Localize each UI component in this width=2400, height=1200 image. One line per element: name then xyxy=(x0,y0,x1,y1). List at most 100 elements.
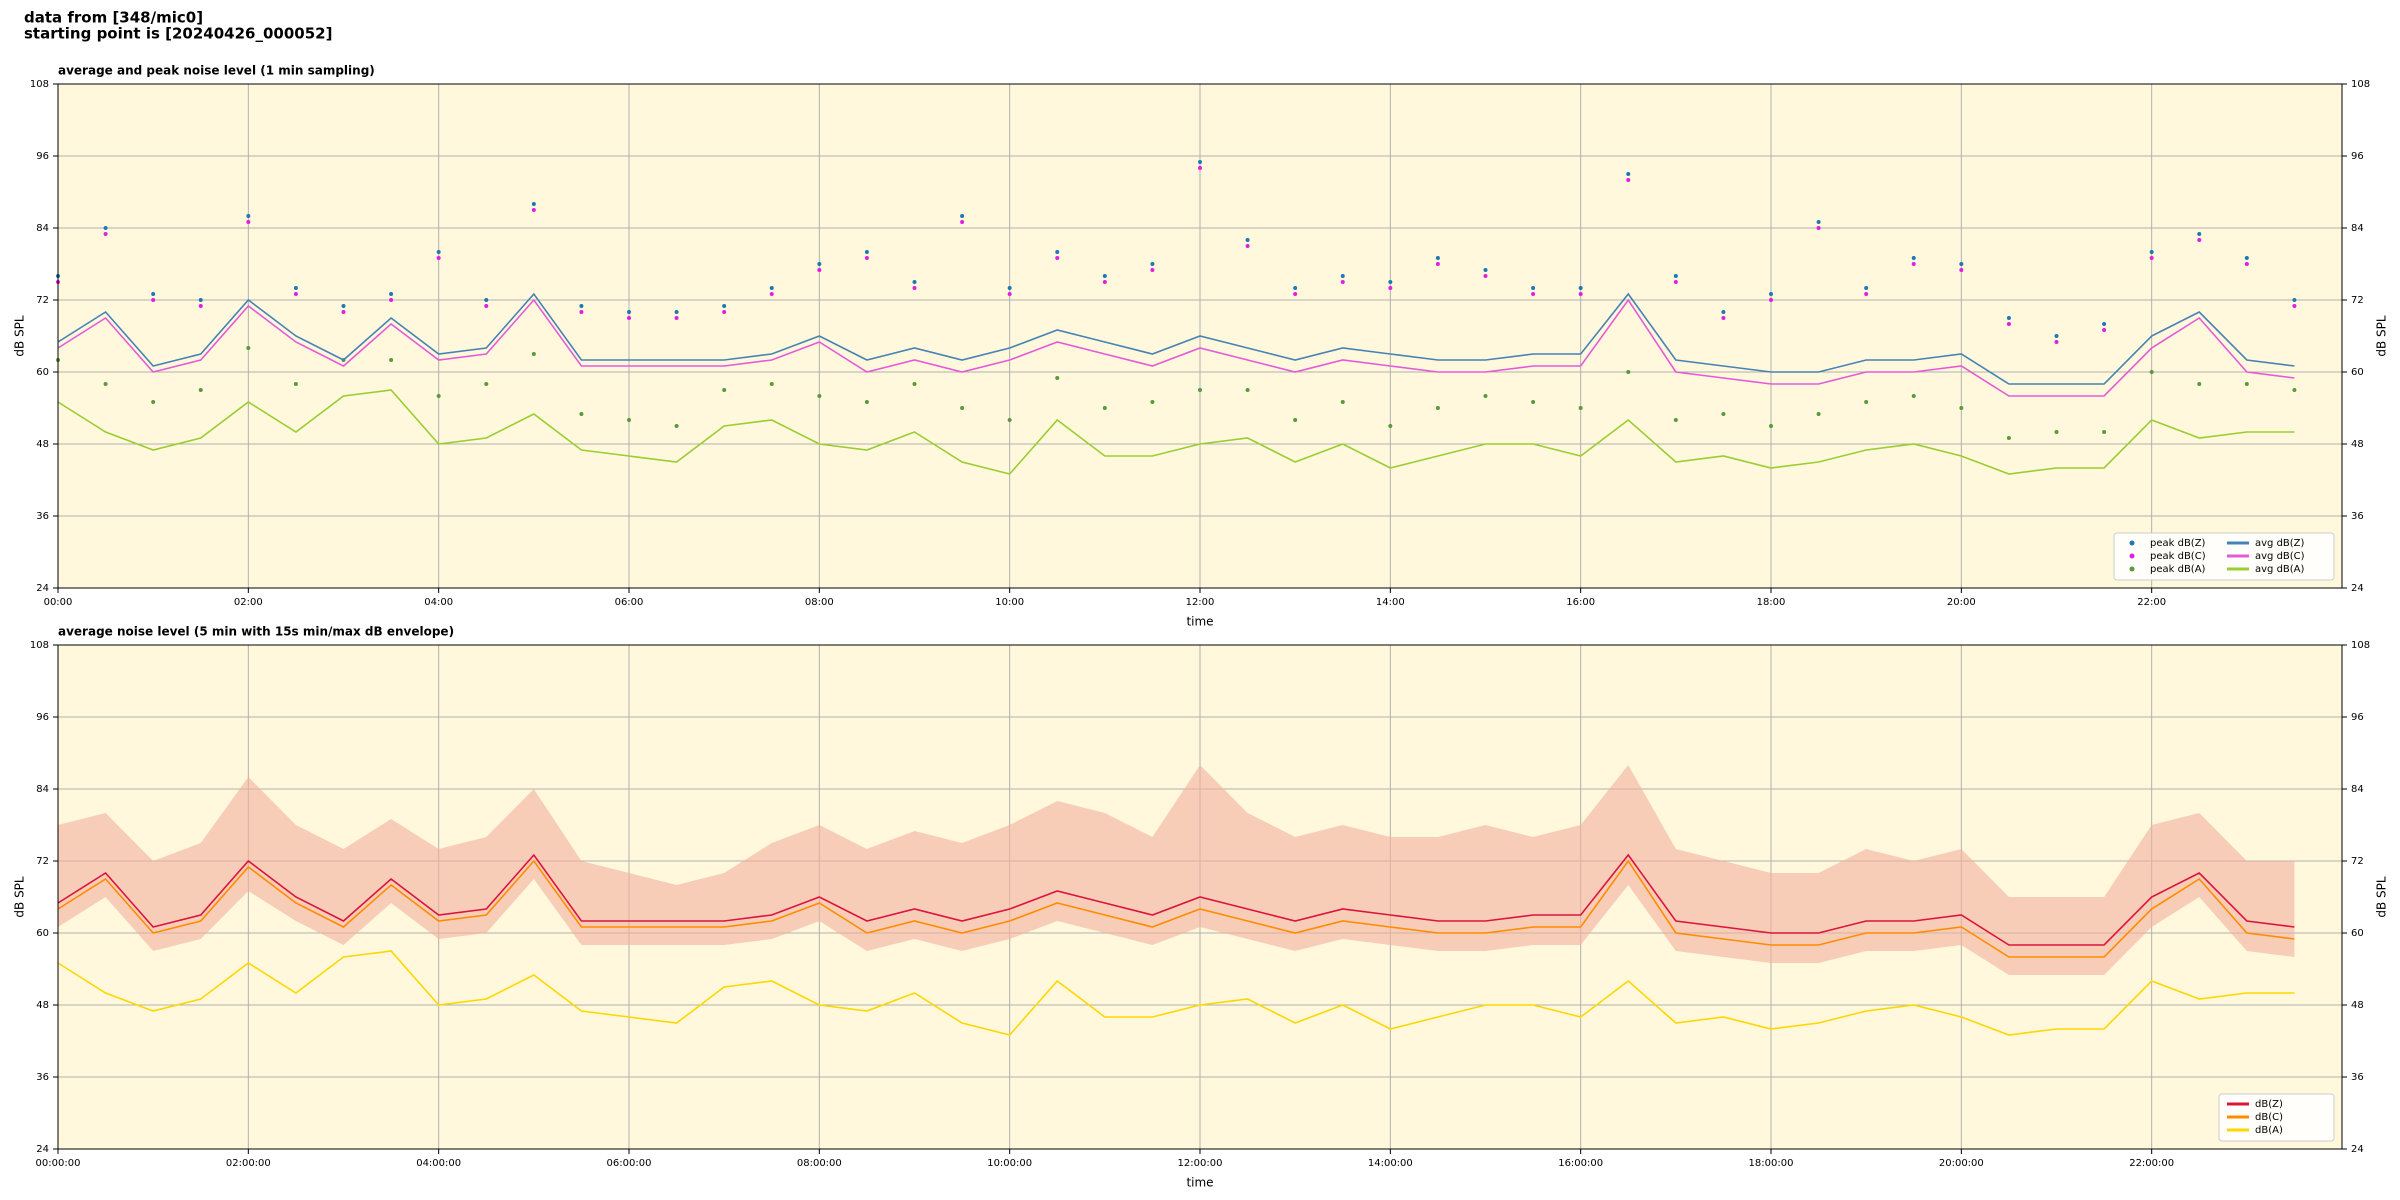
y-tick-label: 24 xyxy=(36,583,49,594)
peak-dot xyxy=(1531,292,1536,296)
y2-tick-label: 96 xyxy=(2351,151,2364,162)
y2-tick-label: 60 xyxy=(2351,928,2364,939)
peak-dot xyxy=(1102,274,1107,278)
y-tick-label: 84 xyxy=(36,784,49,795)
peak-dot xyxy=(1483,274,1488,278)
peak-dot xyxy=(817,394,822,398)
x-tick-label: 20:00:00 xyxy=(1939,1158,1984,1169)
chart-title: average noise level (5 min with 15s min/… xyxy=(58,625,454,639)
peak-dot xyxy=(198,304,203,308)
y2-tick-label: 36 xyxy=(2351,1072,2364,1083)
peak-dot xyxy=(1198,388,1202,392)
legend-label: avg dB(A) xyxy=(2255,564,2305,575)
peak-dot xyxy=(1864,286,1869,290)
peak-dot xyxy=(531,202,536,206)
x-tick-label: 08:00:00 xyxy=(797,1158,842,1169)
peak-dot xyxy=(817,268,822,272)
peak-dot xyxy=(1198,166,1202,170)
peak-dot xyxy=(2054,340,2059,344)
peak-dot xyxy=(1769,298,1773,302)
y-tick-label: 48 xyxy=(36,439,49,450)
peak-dot xyxy=(1911,256,1916,260)
peak-dot xyxy=(1673,418,1678,422)
y-axis-label: dB SPL xyxy=(13,876,27,918)
x-tick-label: 20:00 xyxy=(1947,597,1976,608)
peak-dot xyxy=(341,310,346,314)
peak-dot xyxy=(912,382,917,386)
peak-dot xyxy=(103,232,108,236)
peak-dot xyxy=(1769,424,1773,428)
x-tick-label: 22:00:00 xyxy=(2129,1158,2174,1169)
peak-dot xyxy=(2149,250,2154,254)
x-tick-label: 14:00 xyxy=(1376,597,1405,608)
legend-label: dB(Z) xyxy=(2255,1099,2283,1110)
x-axis-label: time xyxy=(1186,1176,1213,1190)
peak-dot xyxy=(1721,310,1726,314)
peak-dot xyxy=(436,256,441,260)
peak-dot xyxy=(1055,376,1060,380)
peak-dot xyxy=(912,280,917,284)
x-tick-label: 02:00 xyxy=(234,597,263,608)
peak-dot xyxy=(293,292,298,296)
peak-dot xyxy=(2292,298,2297,302)
peak-dot xyxy=(1388,286,1393,290)
peak-dot xyxy=(1102,280,1107,284)
envelope-area xyxy=(58,765,2295,975)
x-tick-label: 04:00:00 xyxy=(416,1158,461,1169)
peak-dot xyxy=(151,298,156,302)
peak-dot xyxy=(1007,292,1012,296)
y2-tick-label: 48 xyxy=(2351,1000,2364,1011)
x-tick-label: 14:00:00 xyxy=(1368,1158,1413,1169)
peak-dot xyxy=(627,310,631,314)
y2-tick-label: 108 xyxy=(2351,79,2370,90)
peak-dot xyxy=(769,292,774,296)
x-tick-label: 06:00 xyxy=(615,597,644,608)
peak-dot xyxy=(769,382,774,386)
y2-axis-label: dB SPL xyxy=(2375,315,2389,357)
peak-dot xyxy=(1007,286,1012,290)
peak-dot xyxy=(912,286,917,290)
x-tick-label: 12:00 xyxy=(1186,597,1215,608)
peak-dot xyxy=(2102,430,2107,434)
y-tick-label: 60 xyxy=(36,367,49,378)
peak-dot xyxy=(2102,322,2107,326)
peak-dot xyxy=(484,382,489,386)
x-tick-label: 12:00:00 xyxy=(1178,1158,1223,1169)
peak-dot xyxy=(1673,274,1678,278)
peak-dot xyxy=(2292,304,2297,308)
peak-dot xyxy=(1531,286,1536,290)
peak-dot xyxy=(864,256,869,260)
peak-dot xyxy=(293,382,298,386)
peak-dot xyxy=(1388,424,1393,428)
peak-dot xyxy=(389,358,394,362)
x-tick-label: 10:00:00 xyxy=(987,1158,1032,1169)
y2-tick-label: 60 xyxy=(2351,367,2364,378)
peak-dot xyxy=(1340,274,1345,278)
peak-dot xyxy=(1435,256,1440,260)
y2-tick-label: 84 xyxy=(2351,784,2364,795)
peak-dot xyxy=(103,382,108,386)
peak-dot xyxy=(1293,286,1298,290)
peak-dot xyxy=(674,424,679,428)
peak-dot xyxy=(341,304,346,308)
peak-dot xyxy=(1150,268,1155,272)
peak-dot xyxy=(2149,370,2154,374)
x-tick-label: 16:00 xyxy=(1566,597,1595,608)
legend-label: peak dB(A) xyxy=(2150,564,2206,575)
x-axis-label: time xyxy=(1186,615,1213,629)
peak-dot xyxy=(722,388,727,392)
x-tick-label: 10:00 xyxy=(995,597,1024,608)
peak-dot xyxy=(769,286,774,290)
peak-dot xyxy=(1245,388,1250,392)
peak-dot xyxy=(1150,262,1155,266)
peak-dot xyxy=(1340,400,1345,404)
y-tick-label: 72 xyxy=(36,856,49,867)
legend-marker xyxy=(2129,553,2135,559)
series-line xyxy=(57,389,2295,475)
peak-dot xyxy=(1007,418,1012,422)
peak-dot xyxy=(1626,172,1631,176)
peak-dot xyxy=(1293,292,1298,296)
peak-dot xyxy=(1055,256,1060,260)
y-tick-label: 36 xyxy=(36,1072,49,1083)
peak-dot xyxy=(960,220,965,224)
